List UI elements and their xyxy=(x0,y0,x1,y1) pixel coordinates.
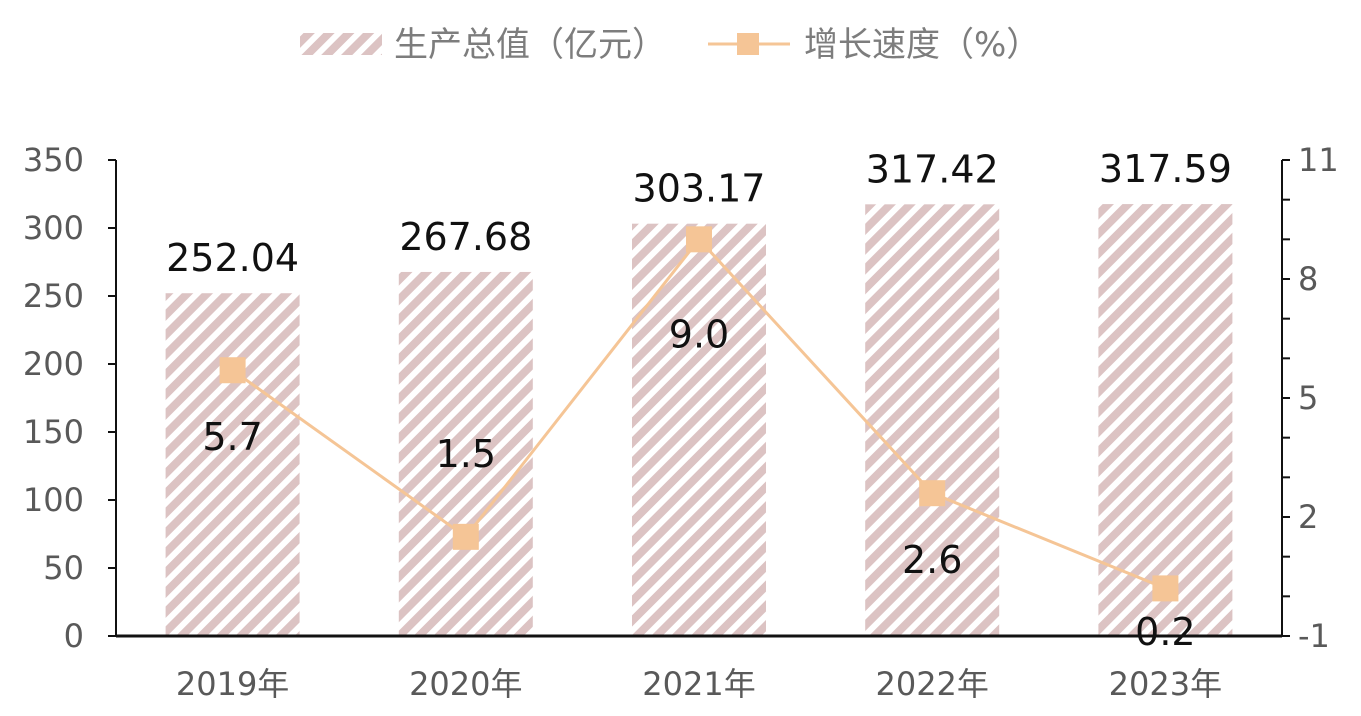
left-tick-label: 250 xyxy=(23,277,84,315)
growth-line-layer xyxy=(219,226,1179,602)
right-tick-label: 11 xyxy=(1298,141,1339,179)
growth-data-labels: 5.7 1.5 9.0 2.6 0.2 xyxy=(202,312,1195,654)
bar-value-label: 317.59 xyxy=(1099,147,1232,191)
bar-value-label: 317.42 xyxy=(866,147,999,191)
growth-marker xyxy=(686,226,712,253)
growth-value-label: 2.6 xyxy=(902,538,962,582)
x-tick-label: 2020年 xyxy=(409,665,522,703)
growth-marker xyxy=(452,523,479,550)
growth-marker xyxy=(919,480,946,507)
legend-bar-swatch xyxy=(300,33,382,55)
left-tick-label: 350 xyxy=(23,141,84,179)
bar-3 xyxy=(865,204,1000,636)
legend-line-label: 增长速度（%） xyxy=(804,25,1040,65)
left-y-axis: 0 50 100 150 200 250 300 350 xyxy=(23,141,117,655)
growth-value-label: 0.2 xyxy=(1135,610,1195,654)
right-tick-label: 2 xyxy=(1298,498,1318,536)
growth-value-label: 9.0 xyxy=(669,312,729,356)
left-tick-label: 50 xyxy=(43,549,84,587)
x-tick-label: 2022年 xyxy=(875,665,988,703)
bar-data-labels: 252.04 267.68 303.17 317.42 317.59 xyxy=(166,147,1232,280)
bar-value-label: 303.17 xyxy=(633,167,766,211)
x-tick-label: 2021年 xyxy=(642,665,755,703)
right-tick-label: -1 xyxy=(1298,617,1330,655)
x-tick-label: 2019年 xyxy=(176,665,289,703)
bar-1 xyxy=(398,271,533,636)
right-tick-label: 5 xyxy=(1298,379,1318,417)
left-tick-label: 300 xyxy=(23,209,84,247)
left-tick-label: 0 xyxy=(64,617,84,655)
bar-4 xyxy=(1098,204,1233,636)
growth-marker xyxy=(219,357,246,384)
growth-marker xyxy=(1152,575,1179,602)
bar-value-label: 267.68 xyxy=(399,215,532,259)
left-tick-label: 200 xyxy=(23,345,84,383)
x-axis: 2019年 2020年 2021年 2022年 2023年 xyxy=(116,634,1282,703)
growth-value-label: 5.7 xyxy=(202,415,262,459)
x-tick-label: 2023年 xyxy=(1109,665,1222,703)
bar-0 xyxy=(165,293,300,636)
plot-area xyxy=(165,204,1233,637)
left-tick-label: 150 xyxy=(23,413,84,451)
bar-value-label: 252.04 xyxy=(166,236,299,280)
legend-bar-label: 生产总值（亿元） xyxy=(394,25,666,65)
right-tick-label: 8 xyxy=(1298,260,1318,298)
left-tick-label: 100 xyxy=(23,481,84,519)
legend-line-swatch-marker xyxy=(737,33,759,55)
right-y-axis: -1 2 5 8 11 xyxy=(1281,141,1339,655)
legend: 生产总值（亿元） 增长速度（%） xyxy=(300,25,1040,65)
bar-2 xyxy=(632,223,766,637)
growth-value-label: 1.5 xyxy=(436,432,496,476)
